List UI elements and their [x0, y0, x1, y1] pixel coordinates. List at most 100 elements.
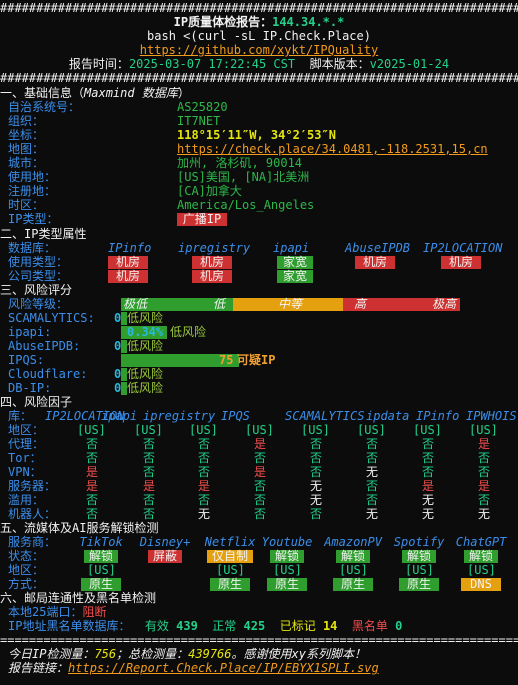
- factor-cell-2-3: 否: [254, 451, 267, 465]
- factor-cell-5-4: 无: [310, 493, 323, 507]
- svc-1: Disney+: [139, 535, 191, 549]
- basic-label-4: 城市：: [8, 156, 45, 170]
- way-6: DNS: [461, 578, 501, 591]
- basic-label-5: 使用地：: [8, 170, 57, 184]
- lib-col-2: ipregistry: [143, 409, 216, 423]
- state-2: 仅自制: [207, 550, 253, 563]
- factor-label-4: 服务器：: [8, 479, 57, 493]
- region-3: [US]: [273, 563, 302, 577]
- basic-value-0: AS25820: [177, 100, 228, 114]
- way-label: 方式：: [8, 577, 45, 591]
- db-col-4: IP2LOCATION: [423, 241, 503, 255]
- basic-label-3: 地图：: [8, 142, 45, 156]
- use-type-4: 机房: [441, 256, 481, 269]
- risk-source-0: SCAMALYTICS:: [8, 311, 95, 325]
- factor-cell-5-5: 否: [366, 493, 379, 507]
- db-col-3: AbuseIPDB: [345, 241, 411, 255]
- port25-row: 本地25端口：阻断: [8, 605, 107, 619]
- region-0: [US]: [87, 563, 116, 577]
- factor-cell-2-4: 否: [310, 451, 323, 465]
- repo-link[interactable]: https://github.com/xykt/IPQuality: [139, 43, 379, 57]
- rule-2: ########################################…: [0, 71, 518, 85]
- factor-cell-2-6: 否: [422, 451, 435, 465]
- factor-label-3: VPN：: [8, 465, 42, 479]
- section-risk-title: 三、风险评分: [0, 283, 73, 297]
- factor-cell-1-0: 否: [86, 437, 99, 451]
- basic-label-2: 坐标：: [8, 128, 45, 142]
- svc-4: AmazonPV: [324, 535, 382, 549]
- factor-cell-2-5: 否: [366, 451, 379, 465]
- way-5: 原生: [399, 578, 439, 591]
- factor-cell-6-4: 否: [310, 507, 323, 521]
- svc-0: TikTok: [79, 535, 123, 549]
- basic-value-7: America/Los_Angeles: [177, 198, 315, 212]
- state-1: 屏蔽: [148, 550, 182, 563]
- way-2: 原生: [210, 578, 250, 591]
- company-type-0: 机房: [108, 270, 148, 283]
- risk-score-5: 0: [114, 381, 122, 395]
- report-title: IP质量体检报告：144.34.*.*: [173, 15, 345, 29]
- risk-source-3: IPQS:: [8, 353, 45, 367]
- db-col-0: IPinfo: [108, 241, 152, 255]
- ip-masked: 144.34.*.*: [272, 15, 345, 29]
- risk-level-seg-3: [343, 298, 378, 311]
- factor-cell-5-6: 无: [422, 493, 435, 507]
- factor-cell-3-0: 是: [86, 465, 99, 479]
- factor-cell-0-0: [US]: [77, 423, 106, 437]
- factor-cell-2-7: 否: [478, 451, 491, 465]
- lib-col-3: IPQS: [221, 409, 250, 423]
- risk-level-label: 风险等级：: [8, 297, 69, 311]
- company-type-1: 机房: [192, 270, 232, 283]
- risk-bar-2: [121, 340, 127, 353]
- basic-label-0: 自治系统号：: [8, 100, 81, 114]
- section-factor-title: 四、风险因子: [0, 395, 73, 409]
- footer-stats: 今日IP检测量：756；总检测量：439766。感谢使用xy系列脚本！: [8, 647, 366, 661]
- risk-verdict-2: 低风险: [127, 339, 164, 353]
- lib-col-4: SCAMALYTICS: [285, 409, 365, 423]
- risk-level-seg-0: [121, 298, 211, 311]
- factor-cell-2-1: 否: [143, 451, 156, 465]
- basic-value-2: 118°15′11″W, 34°2′53″N: [177, 128, 336, 142]
- risk-verdict-0: 低风险: [127, 311, 164, 325]
- state-6: 解锁: [464, 550, 498, 563]
- region-5: [US]: [405, 563, 434, 577]
- factor-cell-0-4: [US]: [301, 423, 330, 437]
- risk-verdict-4: 低风险: [127, 367, 164, 381]
- factor-label-2: Tor：: [8, 451, 42, 465]
- factor-cell-1-5: 否: [366, 437, 379, 451]
- state-4: 解锁: [336, 550, 370, 563]
- state-label: 状态：: [8, 549, 45, 563]
- risk-level-text-1: 低: [213, 297, 226, 311]
- factor-label-5: 滥用：: [8, 493, 45, 507]
- basic-label-7: 时区：: [8, 198, 45, 212]
- risk-level-text-4: 极高: [432, 297, 457, 311]
- report-link[interactable]: https://Report.Check.Place/IP/EBYX1SPLI.…: [68, 661, 379, 675]
- basic-label-1: 组织：: [8, 114, 45, 128]
- risk-level-seg-4: [378, 298, 460, 311]
- risk-source-5: DB-IP:: [8, 381, 52, 395]
- factor-cell-6-3: 否: [254, 507, 267, 521]
- factor-cell-3-2: 否: [198, 465, 211, 479]
- factor-cell-4-5: 否: [366, 479, 379, 493]
- db-col-2: ipapi: [273, 241, 310, 255]
- factor-cell-6-6: 无: [422, 507, 435, 521]
- factor-cell-1-1: 否: [143, 437, 156, 451]
- factor-cell-1-4: 否: [310, 437, 323, 451]
- command[interactable]: bash <(curl -sL IP.Check.Place): [147, 29, 371, 43]
- basic-value-6: [CA]加拿大: [177, 184, 242, 198]
- factor-cell-4-7: 是: [478, 479, 491, 493]
- state-5: 解锁: [402, 550, 436, 563]
- risk-level-text-2: 中等: [278, 297, 303, 311]
- factor-cell-0-5: [US]: [357, 423, 386, 437]
- basic-label-8: IP类型：: [8, 212, 59, 226]
- svc-5: Spotify: [393, 535, 445, 549]
- use-type-label: 使用类型：: [8, 255, 69, 269]
- basic-value-3[interactable]: https://check.place/34.0481,-118.2531,15…: [177, 142, 488, 156]
- factor-label-0: 地区：: [8, 423, 45, 437]
- factor-cell-1-6: 否: [422, 437, 435, 451]
- lib-label: 库：: [8, 409, 33, 423]
- db-col-1: ipregistry: [178, 241, 251, 255]
- section-basic-title: 一、基础信息（Maxmind 数据库）: [0, 86, 190, 100]
- risk-level-text-0: 极低: [123, 297, 148, 311]
